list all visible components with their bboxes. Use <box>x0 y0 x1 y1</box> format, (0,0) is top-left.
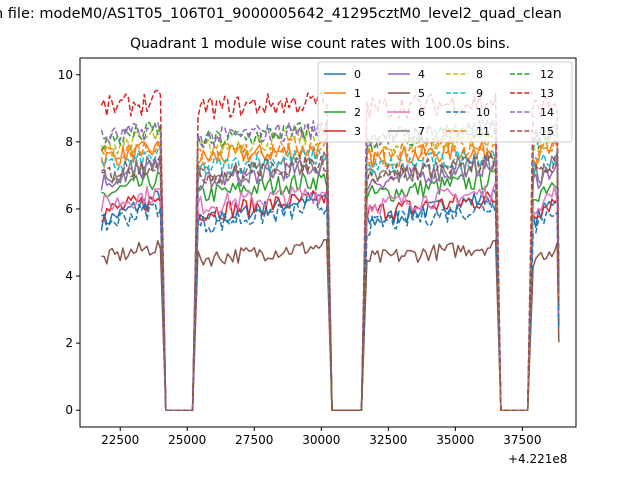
legend-label: 2 <box>354 106 361 119</box>
legend-label: 10 <box>476 106 490 119</box>
x-axis-offset-label: +4.221e8 <box>508 452 568 466</box>
chart-title: Quadrant 1 module wise count rates with … <box>130 36 510 52</box>
legend-label: 14 <box>540 106 554 119</box>
legend-label: 15 <box>540 125 554 138</box>
y-tick-label: 2 <box>65 336 73 350</box>
figure-suptitle: n file: modeM0/AS1T05_106T01_9000005642_… <box>0 6 562 22</box>
legend-label: 8 <box>476 68 483 81</box>
x-tick-label: 35000 <box>436 433 474 447</box>
series-line-10 <box>101 198 560 411</box>
legend-label: 12 <box>540 68 554 81</box>
x-tick-label: 25000 <box>168 433 206 447</box>
legend-label: 13 <box>540 87 554 100</box>
y-tick-label: 4 <box>65 269 73 283</box>
y-tick-label: 8 <box>65 135 73 149</box>
x-tick-label: 30000 <box>302 433 340 447</box>
x-tick-label: 32500 <box>369 433 407 447</box>
y-tick-label: 0 <box>65 403 73 417</box>
y-axis: 0 2 4 6 8 10 <box>58 68 80 417</box>
series-lines <box>100 89 560 411</box>
legend-label: 5 <box>418 87 425 100</box>
legend-label: 11 <box>476 125 490 138</box>
legend-label: 1 <box>354 87 361 100</box>
legend-label: 0 <box>354 68 361 81</box>
x-axis: 22500 25000 27500 30000 32500 35000 37500 <box>101 427 541 447</box>
y-tick-label: 6 <box>65 202 73 216</box>
x-tick-label: 37500 <box>503 433 541 447</box>
x-tick-label: 27500 <box>235 433 273 447</box>
series-line-15 <box>101 152 560 411</box>
legend-label: 4 <box>418 68 425 81</box>
legend-label: 3 <box>354 125 361 138</box>
y-tick-label: 10 <box>58 68 73 82</box>
legend-label: 7 <box>418 125 425 138</box>
legend-label: 9 <box>476 87 483 100</box>
legend-box <box>317 61 573 143</box>
legend-label: 6 <box>418 106 425 119</box>
x-tick-label: 22500 <box>101 433 139 447</box>
plot-frame <box>79 57 577 428</box>
